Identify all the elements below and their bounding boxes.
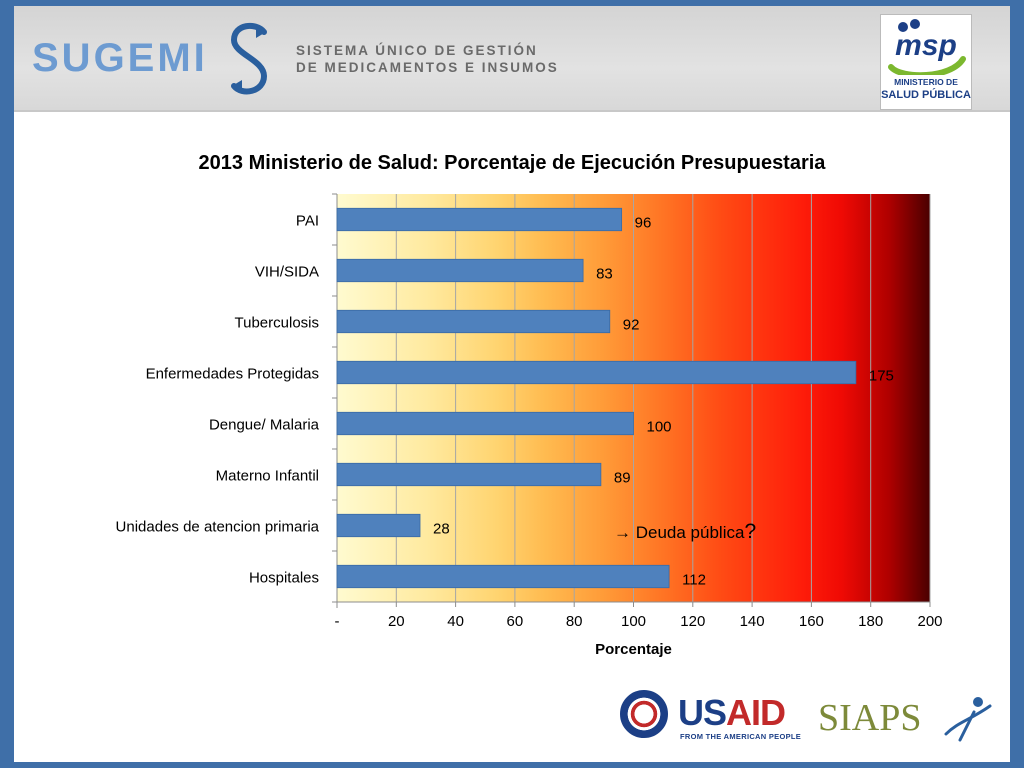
header-banner: SUGEMI SISTEMA ÚNICO DE GESTIÓN DE MEDIC…: [14, 6, 1010, 112]
bar: [336, 564, 670, 589]
slide: SUGEMI SISTEMA ÚNICO DE GESTIÓN DE MEDIC…: [14, 6, 1010, 762]
data-label: 89: [614, 470, 631, 487]
x-tick-label: 100: [621, 613, 646, 630]
bar: [336, 513, 421, 538]
category-label: Unidades de atencion primaria: [116, 519, 320, 536]
data-label: 96: [635, 215, 652, 232]
bar-chart: - 20 40 60 80 100 120 140 160 180 200 Porcentaje PAI…: [116, 193, 943, 658]
annotation-mark: ?: [744, 520, 757, 543]
x-tick-label: 40: [447, 613, 464, 630]
arrow-right-icon: →: [614, 523, 631, 542]
x-tick-label: 180: [858, 613, 883, 630]
annotation-deuda-publica: → Deuda pública?: [614, 520, 756, 544]
msp-logo-text: msp: [895, 29, 957, 62]
data-label: 83: [596, 266, 613, 283]
category-label: Hospitales: [249, 570, 319, 587]
x-tick-label: 120: [680, 613, 705, 630]
annotation-text: Deuda pública: [635, 523, 745, 542]
category-label: Dengue/ Malaria: [209, 417, 320, 434]
x-tick-label: 160: [799, 613, 824, 630]
usaid-logo: USAID: [678, 692, 786, 734]
category-label: PAI: [296, 213, 319, 230]
x-axis-title: Porcentaje: [595, 641, 672, 658]
usaid-seal-icon: [620, 690, 668, 738]
usaid-aid: AID: [726, 692, 786, 733]
category-label: Tuberculosis: [235, 315, 319, 332]
data-label: 112: [682, 572, 706, 589]
sugemi-subtitle-line2: DE MEDICAMENTOS E INSUMOS: [296, 60, 559, 75]
sugemi-subtitle-line1: SISTEMA ÚNICO DE GESTIÓN: [296, 43, 538, 58]
x-tick-label: 60: [507, 613, 524, 630]
chart-title: 2013 Ministerio de Salud: Porcentaje de …: [198, 152, 826, 174]
bar: [336, 360, 857, 385]
category-label: VIH/SIDA: [255, 264, 319, 281]
bar: [336, 258, 584, 283]
siaps-figure-icon: [944, 697, 992, 742]
category-label: Materno Infantil: [216, 468, 319, 485]
siaps-logo: SIAPS: [818, 697, 922, 739]
x-tick-label: 80: [566, 613, 583, 630]
usaid-tagline: FROM THE AMERICAN PEOPLE: [680, 732, 802, 741]
bar: [336, 207, 623, 232]
ministry-logo: msp MINISTERIO DE SALUD PÚBLICA: [880, 14, 972, 110]
sugemi-logo-icon: [230, 22, 268, 95]
sugemi-wordmark: SUGEMI: [32, 36, 208, 80]
category-label: Enfermedades Protegidas: [146, 366, 319, 383]
x-tick-label: 20: [388, 613, 405, 630]
ministry-line1: MINISTERIO DE: [894, 77, 958, 87]
msp-emblem-icon: msp: [888, 19, 966, 75]
usaid-us: US: [678, 692, 727, 733]
data-label: 28: [433, 521, 450, 538]
data-label: 92: [623, 317, 640, 334]
sugemi-subtitle: SISTEMA ÚNICO DE GESTIÓN DE MEDICAMENTOS…: [296, 42, 559, 76]
bar: [336, 462, 602, 487]
data-label: 100: [647, 419, 672, 436]
x-tick-label: 200: [917, 613, 942, 630]
bar: [336, 309, 611, 334]
x-tick-label: 140: [740, 613, 765, 630]
bar: [336, 411, 634, 436]
ministry-line2: SALUD PÚBLICA: [881, 89, 971, 101]
footer-logos: USAID FROM THE AMERICAN PEOPLE SIAPS: [620, 686, 1000, 748]
data-label: 175: [869, 368, 894, 385]
x-tick-label: -: [335, 613, 340, 630]
